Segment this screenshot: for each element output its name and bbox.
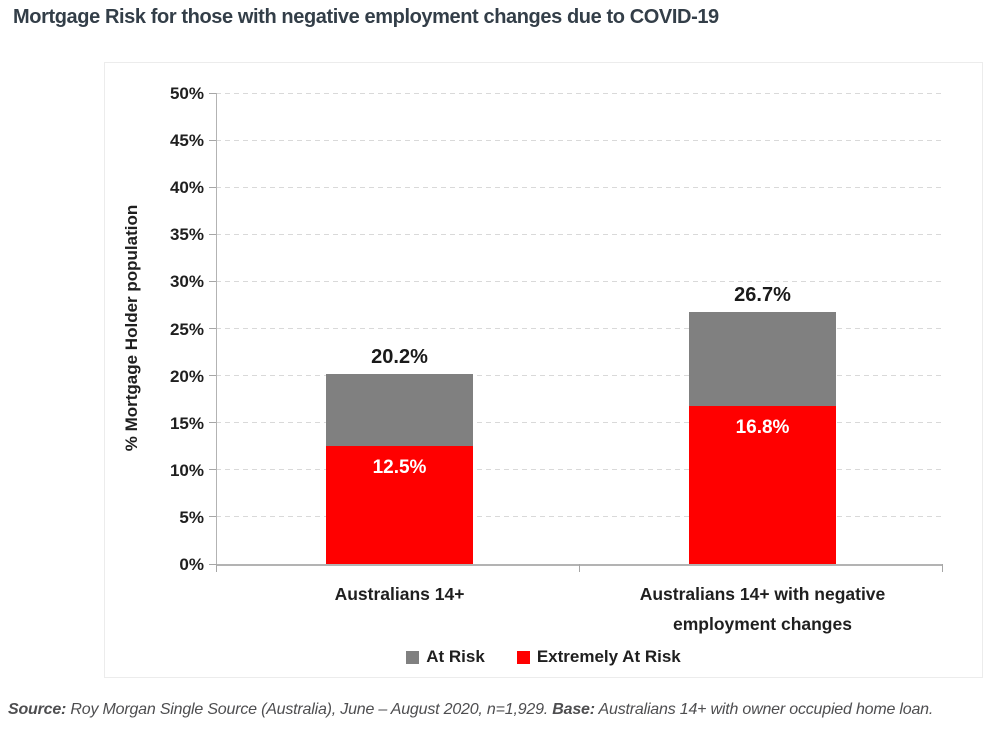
y-axis-tick-label: 10% — [169, 460, 204, 480]
y-axis-tick — [209, 186, 216, 188]
base-label: Base: — [552, 701, 595, 718]
category-label: Australians 14+ — [230, 579, 570, 609]
base-text: Australians 14+ with owner occupied home… — [598, 701, 934, 718]
y-axis-tick-label: 30% — [169, 272, 204, 292]
category-label-line: employment changes — [673, 614, 852, 634]
y-axis-tick — [209, 563, 216, 565]
legend-item: At Risk — [406, 647, 485, 667]
gridline — [216, 516, 942, 518]
gridline — [216, 469, 942, 471]
bar-value-label: 12.5% — [372, 457, 427, 479]
y-axis-tick-label: 45% — [169, 131, 204, 151]
y-axis-tick-label: 40% — [169, 178, 204, 198]
y-axis-tick-label: 0% — [179, 555, 204, 574]
y-axis-tick — [209, 92, 216, 94]
y-axis-tick — [209, 328, 216, 329]
category-label-line: Australians 14+ — [334, 584, 465, 604]
y-axis-tick — [209, 139, 216, 141]
bar-total-label: 26.7% — [734, 284, 791, 307]
y-axis-tick-label: 25% — [169, 319, 204, 339]
y-axis-tick-label: 35% — [169, 225, 204, 245]
gridline — [216, 233, 942, 235]
bar-total-label: 20.2% — [371, 345, 428, 368]
y-axis-tick — [209, 233, 216, 235]
x-axis-tick — [579, 564, 580, 572]
x-axis-tick — [216, 564, 217, 572]
legend-label: At Risk — [426, 647, 485, 666]
gridline — [216, 375, 942, 377]
gridline — [216, 186, 942, 188]
bar-segment-extremely-at-risk — [689, 405, 836, 564]
y-axis-tick-label: 50% — [169, 84, 204, 103]
y-axis-tick-label: 5% — [179, 507, 204, 527]
y-axis-line — [216, 93, 217, 564]
category-label: Australians 14+ with negative employment … — [593, 579, 933, 639]
chart-card: % Mortgage Holder population At Risk Extr… — [104, 62, 983, 678]
page-title: Mortgage Risk for those with negative em… — [13, 6, 719, 28]
y-axis-tick-label: 15% — [169, 413, 204, 433]
source-label: Source: — [8, 701, 67, 718]
y-axis-tick — [209, 280, 216, 282]
y-axis-tick — [209, 422, 216, 424]
y-axis-tick-label: 20% — [169, 366, 204, 386]
gridline — [216, 422, 942, 424]
y-axis-tick — [209, 516, 216, 518]
source-text: Roy Morgan Single Source (Australia), Ju… — [70, 701, 549, 718]
legend-swatch-icon — [406, 650, 420, 664]
chart-legend: At Risk Extremely At Risk — [105, 647, 982, 667]
bar-value-label: 16.8% — [735, 416, 790, 438]
gridline — [216, 280, 942, 282]
gridline — [216, 139, 942, 141]
legend-label: Extremely At Risk — [536, 647, 681, 666]
source-note: Source: Roy Morgan Single Source (Austra… — [8, 701, 1000, 719]
bar-segment-at-risk — [689, 312, 836, 406]
bar-segment-at-risk — [326, 373, 473, 447]
legend-swatch-icon — [516, 650, 530, 664]
bar-segment-extremely-at-risk — [326, 446, 473, 564]
y-axis-tick — [209, 469, 216, 471]
gridline — [216, 92, 942, 94]
y-axis-title: % Mortgage Holder population — [122, 204, 141, 452]
legend-item: Extremely At Risk — [516, 647, 681, 667]
y-axis-tick — [209, 375, 216, 377]
gridline — [216, 328, 942, 329]
x-axis-tick — [942, 564, 943, 572]
category-label-line: Australians 14+ with negative — [639, 584, 886, 604]
